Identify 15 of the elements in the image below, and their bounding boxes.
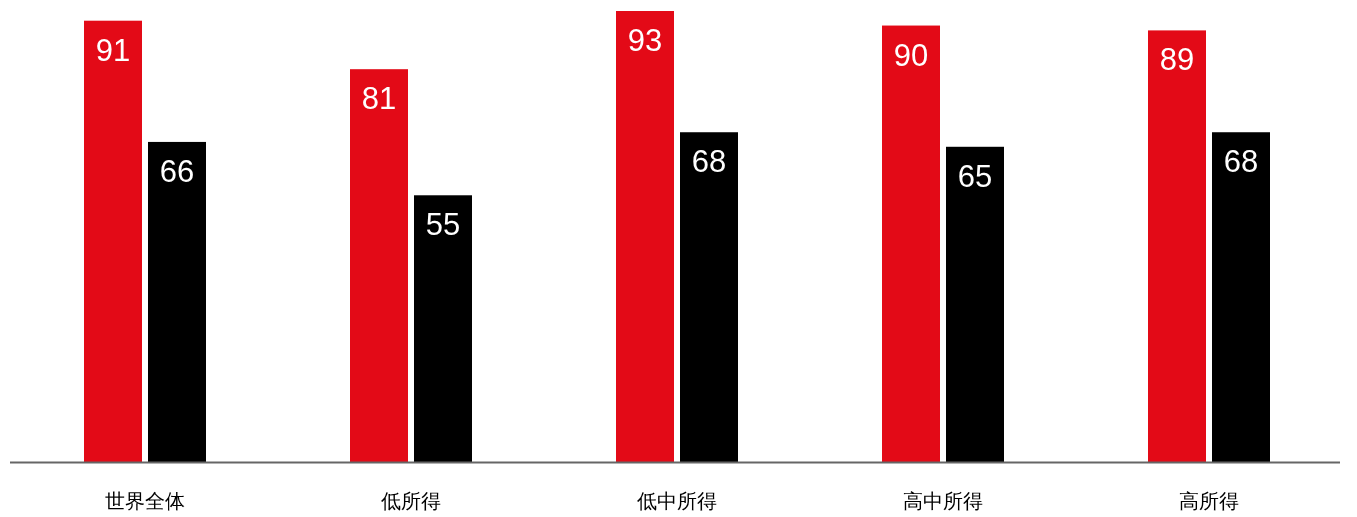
data-label: 68	[1223, 144, 1259, 180]
data-label: 89	[1159, 42, 1195, 78]
data-label: 65	[957, 158, 993, 194]
data-label: 81	[361, 81, 397, 117]
data-label: 55	[425, 207, 461, 243]
x-tick-label: 低所得	[381, 489, 441, 513]
data-label: 91	[95, 32, 131, 68]
x-tick-label: 高中所得	[903, 489, 983, 513]
x-tick-label: 世界全体	[105, 489, 185, 513]
data-label: 66	[159, 153, 195, 189]
data-label: 90	[893, 37, 929, 73]
data-label: 68	[691, 144, 727, 180]
x-tick-label: 高所得	[1179, 489, 1239, 513]
x-tick-label: 低中所得	[637, 489, 717, 513]
data-label: 93	[627, 23, 663, 58]
